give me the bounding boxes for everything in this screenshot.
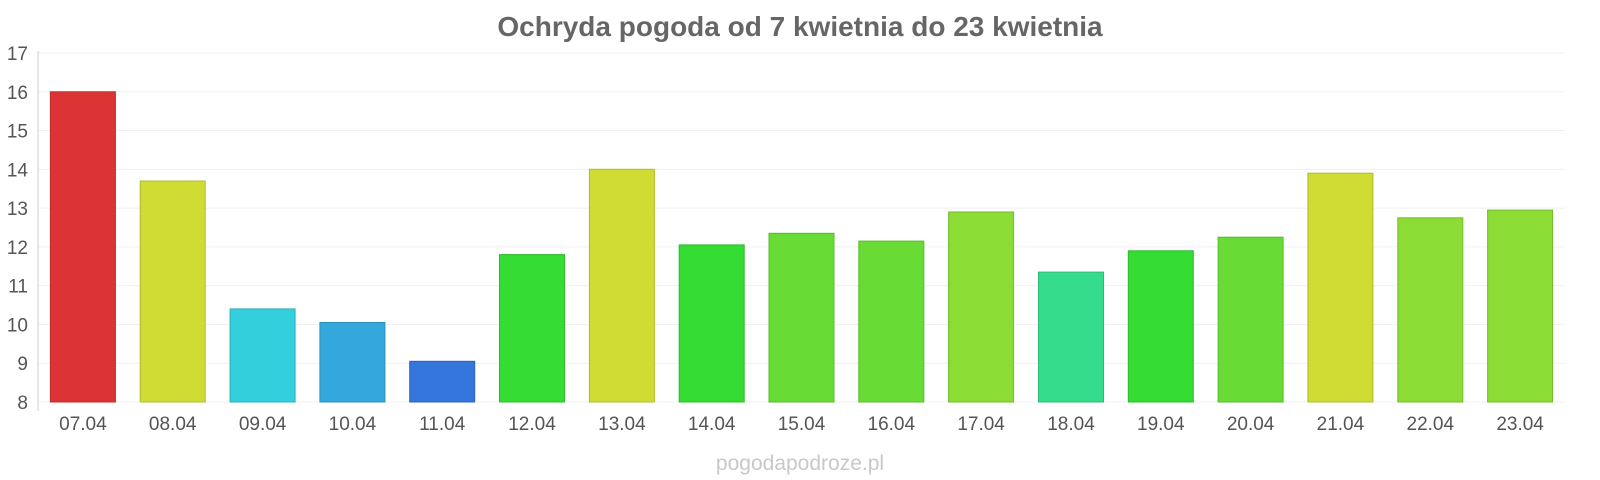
x-tick-label: 21.04 [1317, 414, 1365, 435]
x-tick-label: 15.04 [778, 414, 826, 435]
x-axis: 07.04 08.04 09.04 10.04 11.04 12.04 13.04 14.04… [59, 414, 1544, 435]
bar [499, 254, 565, 403]
bar [948, 211, 1015, 403]
bar [858, 240, 925, 403]
bars [49, 91, 1554, 403]
bar [1127, 250, 1194, 403]
bar [49, 91, 116, 403]
bar [229, 308, 296, 403]
x-tick-label: 09.04 [239, 414, 287, 435]
x-tick-label: 11.04 [419, 414, 466, 435]
x-tick-label: 17.04 [957, 414, 1005, 435]
bar [768, 232, 835, 403]
bar [678, 244, 745, 403]
x-tick-label: 20.04 [1227, 414, 1275, 435]
bar [1487, 209, 1554, 403]
x-tick-label: 13.04 [598, 414, 646, 435]
y-axis: 8 9 10 11 12 13 14 15 16 17 [7, 44, 39, 414]
bar [1038, 271, 1104, 403]
chart-title: Ochryda pogoda od 7 kwietnia do 23 kwiet… [497, 11, 1103, 42]
bar [409, 360, 476, 403]
y-tick-label: 13 [7, 199, 28, 220]
x-tick-label: 07.04 [59, 414, 107, 435]
x-tick-label: 16.04 [868, 414, 916, 435]
bar [139, 180, 206, 403]
y-tick-label: 16 [7, 83, 28, 104]
x-tick-label: 18.04 [1047, 414, 1095, 435]
y-tick-label: 11 [8, 277, 28, 298]
bar [1307, 172, 1374, 403]
x-tick-label: 12.04 [508, 414, 556, 435]
y-tick-label: 9 [17, 354, 28, 375]
x-tick-label: 14.04 [688, 414, 736, 435]
x-tick-label: 22.04 [1407, 414, 1455, 435]
y-tick-label: 15 [7, 122, 28, 143]
y-tick-label: 10 [7, 315, 28, 336]
x-tick-label: 19.04 [1137, 414, 1185, 435]
bar [1217, 236, 1284, 403]
x-tick-label: 10.04 [329, 414, 377, 435]
y-tick-label: 14 [7, 160, 29, 181]
y-tick-label: 17 [7, 44, 28, 65]
watermark-text: pogodapodroze.pl [716, 452, 884, 475]
y-tick-label: 8 [17, 393, 28, 414]
y-tick-label: 12 [7, 238, 28, 259]
x-tick-label: 23.04 [1496, 414, 1544, 435]
x-tick-label: 08.04 [149, 414, 197, 435]
bar [588, 168, 655, 403]
bar [319, 322, 386, 403]
bar [1397, 217, 1464, 403]
